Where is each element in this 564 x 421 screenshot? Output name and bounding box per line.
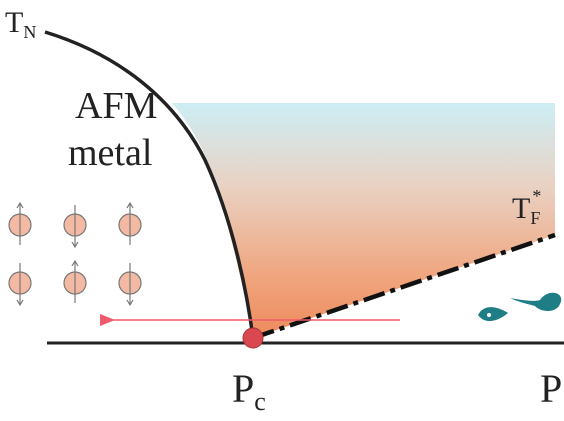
- neel-line: [44, 30, 255, 339]
- spin-arrow: [71, 205, 79, 249]
- spin-arrow: [16, 263, 24, 307]
- p-label: P: [540, 366, 562, 411]
- spin-arrow: [126, 263, 134, 307]
- pc-label: Pc: [232, 366, 266, 416]
- spin-arrow: [71, 259, 79, 303]
- quasiparticle: [478, 292, 562, 322]
- critical-point: [242, 327, 264, 349]
- fermi-liquid-region: [172, 103, 555, 338]
- metal-label: metal: [68, 132, 152, 174]
- afm-label: AFM: [75, 85, 157, 127]
- spins: [8, 201, 142, 307]
- tn-label: TN: [5, 6, 36, 42]
- spin-arrow: [16, 201, 24, 245]
- fermi-liquid-line: [252, 232, 556, 341]
- tf-label: TF*: [512, 186, 541, 228]
- spin-arrow: [126, 201, 134, 245]
